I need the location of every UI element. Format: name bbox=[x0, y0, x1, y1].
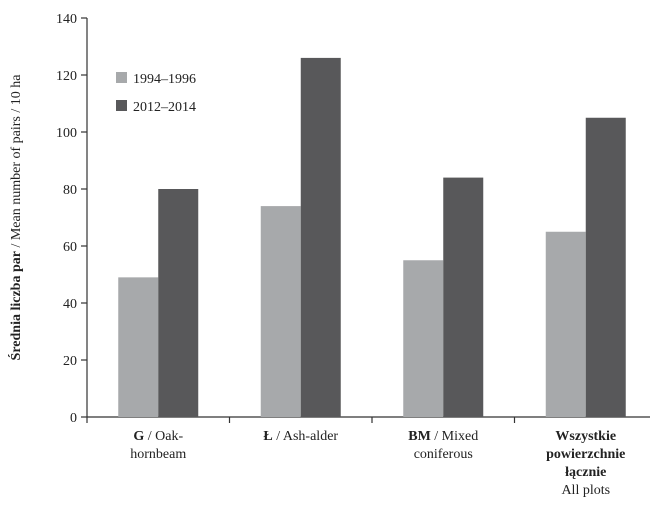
y-tick-label: 0 bbox=[70, 411, 77, 426]
y-tick-label: 80 bbox=[63, 183, 77, 198]
bar-series-2 bbox=[158, 189, 199, 417]
bars bbox=[118, 57, 626, 418]
x-category-label: coniferous bbox=[414, 447, 473, 462]
x-category-label: hornbeam bbox=[130, 447, 186, 462]
bar-series-1 bbox=[545, 231, 586, 417]
y-tick-label: 140 bbox=[56, 12, 77, 27]
x-category-label: Wszystkie bbox=[555, 429, 616, 444]
y-axis-label: Średnia liczba par / Mean number of pair… bbox=[7, 74, 24, 361]
bar-series-2 bbox=[443, 177, 484, 417]
bar-series-1 bbox=[118, 277, 159, 417]
y-axis: 0 20 40 60 80 100 120 140 bbox=[56, 12, 88, 426]
legend: 1994–1996 2012–2014 bbox=[116, 72, 196, 115]
y-tick-label: 40 bbox=[63, 297, 77, 312]
legend-label: 2012–2014 bbox=[133, 100, 196, 115]
bar-series-1 bbox=[403, 260, 444, 417]
x-axis: G / Oak-hornbeam Ł / Ash-alder BM / Mixed c… bbox=[86, 416, 650, 498]
y-tick-label: 60 bbox=[63, 240, 77, 255]
legend-swatch bbox=[116, 72, 127, 83]
y-tick-label: 20 bbox=[63, 354, 77, 369]
y-tick-label: 100 bbox=[56, 126, 77, 141]
bar-series-1 bbox=[260, 206, 301, 417]
legend-swatch bbox=[116, 100, 127, 111]
legend-label: 1994–1996 bbox=[133, 72, 196, 87]
x-category-label: Ł / Ash-alder bbox=[263, 429, 338, 444]
x-category-label: powierzchnie bbox=[546, 447, 625, 462]
y-axis-title: Średnia liczba par / Mean number of pair… bbox=[7, 74, 24, 361]
bar-series-2 bbox=[585, 117, 626, 417]
x-category-label: łącznie bbox=[565, 465, 606, 480]
x-category-label: BM / Mixed bbox=[408, 429, 478, 444]
bar-series-2 bbox=[300, 57, 341, 418]
x-category-label: G / Oak- bbox=[133, 429, 183, 444]
x-category-label: All plots bbox=[561, 483, 610, 498]
y-tick-label: 120 bbox=[56, 69, 77, 84]
